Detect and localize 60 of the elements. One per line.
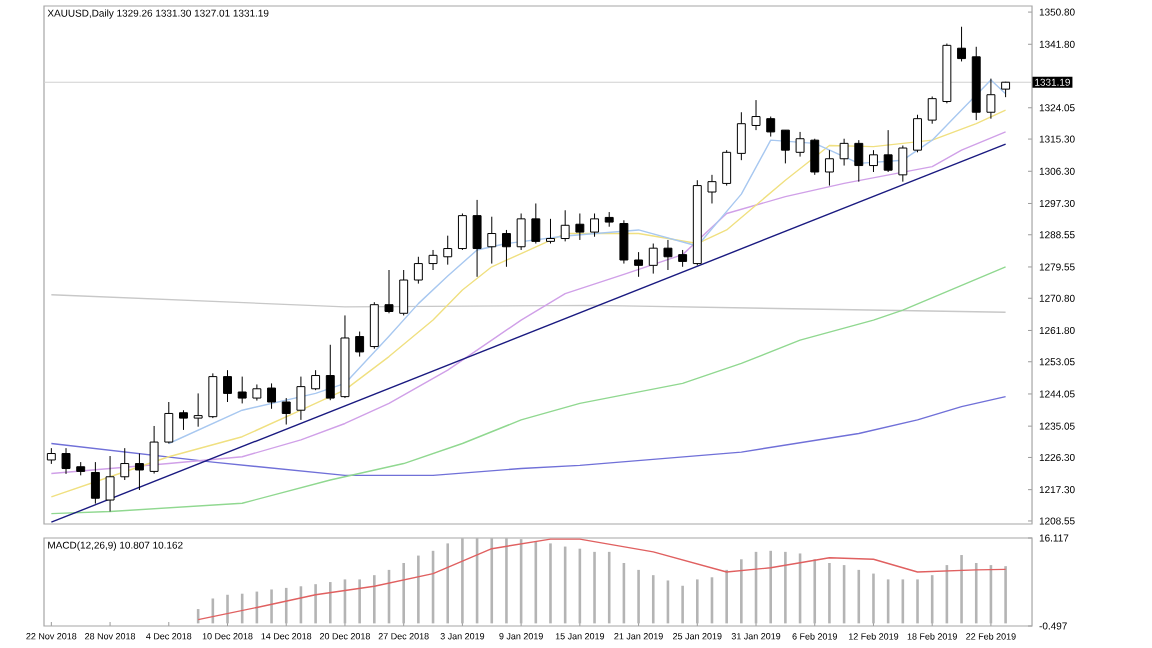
candlestick: [267, 382, 277, 410]
candlestick: [634, 251, 644, 278]
candlestick: [707, 174, 717, 204]
candlestick: [105, 455, 115, 512]
candlestick: [560, 209, 570, 242]
candlestick: [472, 199, 482, 278]
candlestick: [810, 138, 820, 176]
candlestick: [766, 116, 776, 138]
candlestick: [281, 397, 291, 426]
candlestick: [883, 129, 893, 173]
candlestick: [90, 461, 100, 505]
candlestick: [399, 269, 409, 316]
candlestick: [736, 111, 746, 161]
line-series: [197, 538, 1007, 621]
candlestick: [722, 149, 732, 187]
candlestick: [355, 331, 365, 358]
candlestick: [223, 369, 232, 403]
candlestick: [208, 372, 218, 419]
candlestick: [516, 212, 526, 251]
candlestick: [384, 269, 394, 314]
candlestick: [457, 212, 467, 251]
candlestick: [869, 149, 878, 173]
candlestick: [164, 401, 174, 445]
line-series: [50, 395, 1007, 477]
candlestick: [898, 145, 908, 183]
candlestick: [663, 239, 673, 271]
candlestick: [854, 139, 864, 183]
candlestick: [913, 114, 922, 153]
candlestick: [751, 99, 761, 131]
candlestick: [413, 256, 423, 285]
candlestick: [986, 78, 996, 120]
candlestick: [134, 453, 144, 491]
candlestick: [648, 243, 658, 275]
candlestick: [619, 219, 629, 265]
candlestick: [590, 212, 599, 238]
candlestick: [780, 129, 790, 164]
candlestick: [369, 301, 379, 350]
candlestick: [575, 212, 585, 241]
candlestick: [311, 369, 321, 391]
candlestick: [531, 202, 541, 245]
candlestick: [179, 409, 188, 431]
line-series: [50, 266, 1007, 515]
candlestick: [149, 425, 159, 475]
candlestick: [795, 131, 805, 158]
candlestick: [927, 96, 937, 125]
candlestick: [487, 216, 497, 265]
candlestick: [546, 218, 555, 245]
candlestick: [443, 235, 453, 266]
candlestick: [824, 149, 834, 187]
candlestick: [61, 447, 71, 475]
candlestick: [501, 229, 511, 268]
candlestick: [325, 344, 335, 401]
candlestick: [120, 447, 130, 481]
candlestick: [193, 392, 203, 428]
candlestick: [957, 26, 967, 62]
candlestick: [428, 249, 438, 271]
line-series: [50, 293, 1007, 313]
candlestick: [237, 376, 247, 404]
candlestick: [296, 376, 306, 421]
candlestick: [839, 138, 849, 167]
